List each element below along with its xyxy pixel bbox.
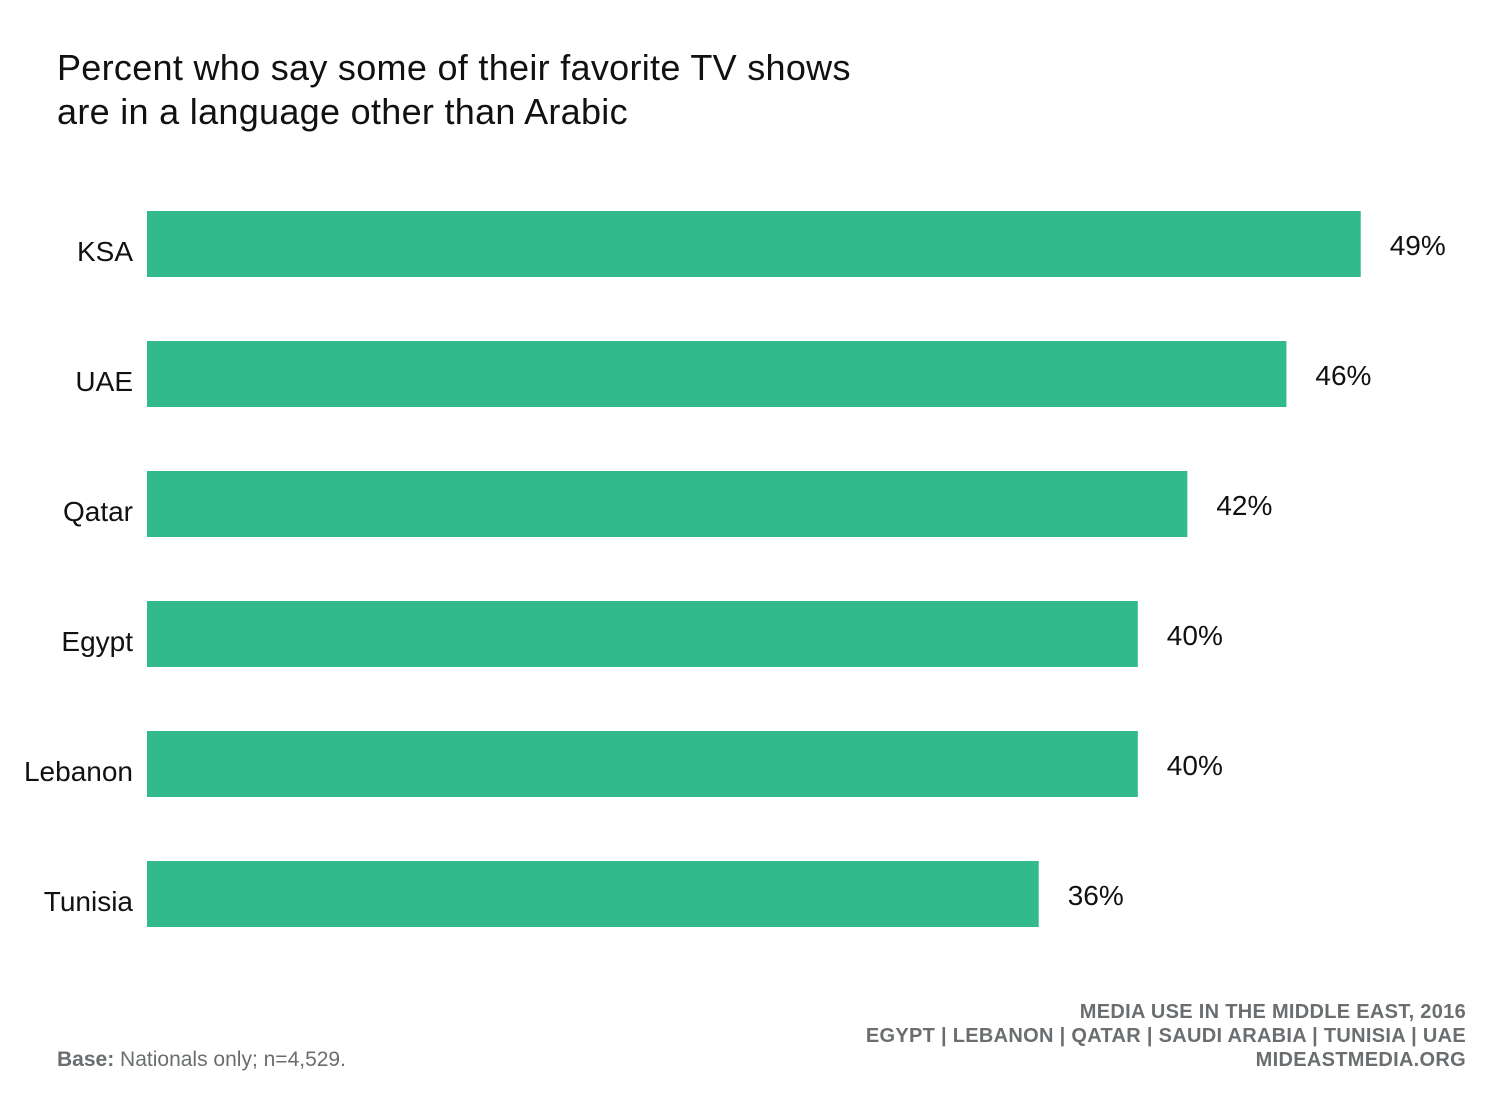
base-note-label: Base: [57,1048,115,1071]
bar-lebanon [147,731,1138,797]
chart-title: Percent who say some of their favorite T… [57,46,1057,134]
chart-title-line-1: Percent who say some of their favorite T… [57,47,851,88]
value-label-egypt: 40% [1167,620,1223,651]
category-label-ksa: KSA [77,236,133,267]
bar-ksa [147,211,1361,277]
value-label-tunisia: 36% [1068,880,1124,911]
source-line-1: MEDIA USE IN THE MIDDLE EAST, 2016 [1079,1001,1466,1023]
source-credit: MEDIA USE IN THE MIDDLE EAST, 2016 EGYPT… [866,1000,1466,1072]
category-label-egypt: Egypt [61,626,133,657]
bar-uae [147,341,1287,407]
base-note-text: Nationals only; n=4,529. [120,1048,346,1071]
category-label-lebanon: Lebanon [24,756,133,787]
bar-qatar [147,471,1188,537]
bar-tunisia [147,861,1039,927]
category-label-uae: UAE [75,366,133,397]
source-line-3: MIDEASTMEDIA.ORG [1255,1049,1466,1071]
chart-title-line-2: are in a language other than Arabic [57,91,628,132]
base-note: Base: Nationals only; n=4,529. [57,1048,346,1072]
bar-egypt [147,601,1138,667]
value-label-uae: 46% [1315,360,1371,391]
value-label-qatar: 42% [1216,490,1272,521]
category-label-qatar: Qatar [63,496,133,527]
value-label-ksa: 49% [1390,230,1446,261]
bar-chart: KSA 49% UAE 46% Qatar 42% Egypt 40% Lebanon 40% Tu… [24,211,1446,927]
value-label-lebanon: 40% [1167,750,1223,781]
source-line-2: EGYPT | LEBANON | QATAR | SAUDI ARABIA |… [865,1025,1466,1047]
category-label-tunisia: Tunisia [44,886,134,917]
